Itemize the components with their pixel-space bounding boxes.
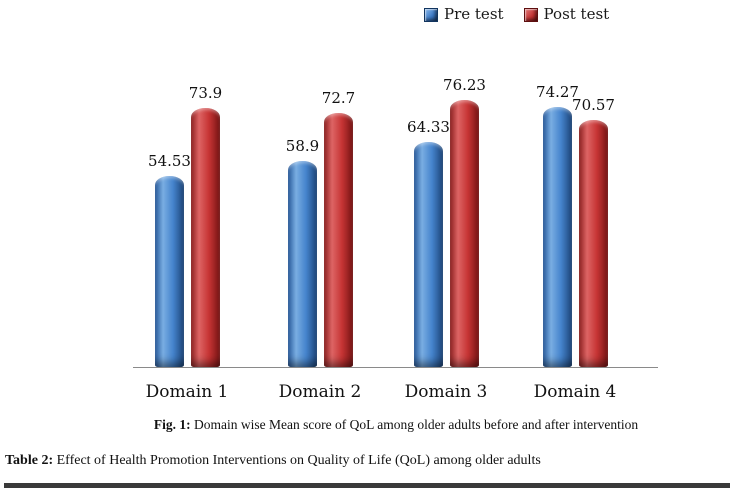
legend-label-pre-test: Pre test	[444, 5, 504, 23]
category-label-domain-2: Domain 2	[278, 382, 362, 402]
plot-area: 54.53 73.9 58.9 72.7 64.33 76.23 74.27 70.57	[133, 76, 658, 368]
category-label-domain-3: Domain 3	[404, 382, 488, 402]
legend-label-post-test: Post test	[543, 5, 610, 23]
legend-item-post-test: Post test	[523, 5, 610, 23]
value-label-pre-test-domain-4: 74.27	[536, 83, 579, 101]
bar-pre-test-domain-4	[543, 107, 572, 367]
x-axis-line	[133, 367, 658, 368]
legend-item-pre-test: Pre test	[424, 6, 504, 22]
value-label-pre-test-domain-2: 58.9	[285, 137, 320, 155]
figure-caption: Fig. 1: Domain wise Mean score of QoL am…	[0, 417, 734, 433]
value-label-post-test-domain-1: 73.9	[188, 84, 223, 102]
category-label-domain-1: Domain 1	[145, 382, 229, 402]
bar-post-test-domain-1	[191, 108, 220, 367]
figure-caption-text: Domain wise Mean score of QoL among olde…	[194, 417, 639, 432]
table-caption-label: Table 2:	[5, 453, 54, 468]
figure-caption-label: Fig. 1:	[153, 417, 191, 432]
category-label-domain-4: Domain 4	[533, 382, 617, 402]
table-top-border	[4, 483, 730, 488]
bar-post-test-domain-4	[579, 120, 608, 367]
value-label-post-test-domain-2: 72.7	[321, 89, 356, 107]
table-caption-text: Effect of Health Promotion Interventions…	[56, 453, 541, 468]
bar-pre-test-domain-1	[155, 176, 184, 367]
chart-legend: Pre test Post test	[424, 6, 609, 22]
value-label-post-test-domain-3: 76.23	[443, 76, 486, 94]
bar-post-test-domain-2	[324, 113, 353, 367]
category-axis-labels: Domain 1 Domain 2 Domain 3 Domain 4	[0, 382, 734, 406]
pre-test-swatch-icon	[424, 7, 438, 22]
table-caption: Table 2: Effect of Health Promotion Inte…	[5, 452, 729, 469]
bar-pre-test-domain-3	[414, 142, 443, 367]
value-label-pre-test-domain-1: 54.53	[148, 152, 191, 170]
bar-pre-test-domain-2	[288, 161, 317, 367]
value-label-pre-test-domain-3: 64.33	[407, 118, 450, 136]
bar-post-test-domain-3	[450, 100, 479, 367]
value-label-post-test-domain-4: 70.57	[572, 96, 615, 114]
post-test-swatch-icon	[523, 7, 538, 22]
